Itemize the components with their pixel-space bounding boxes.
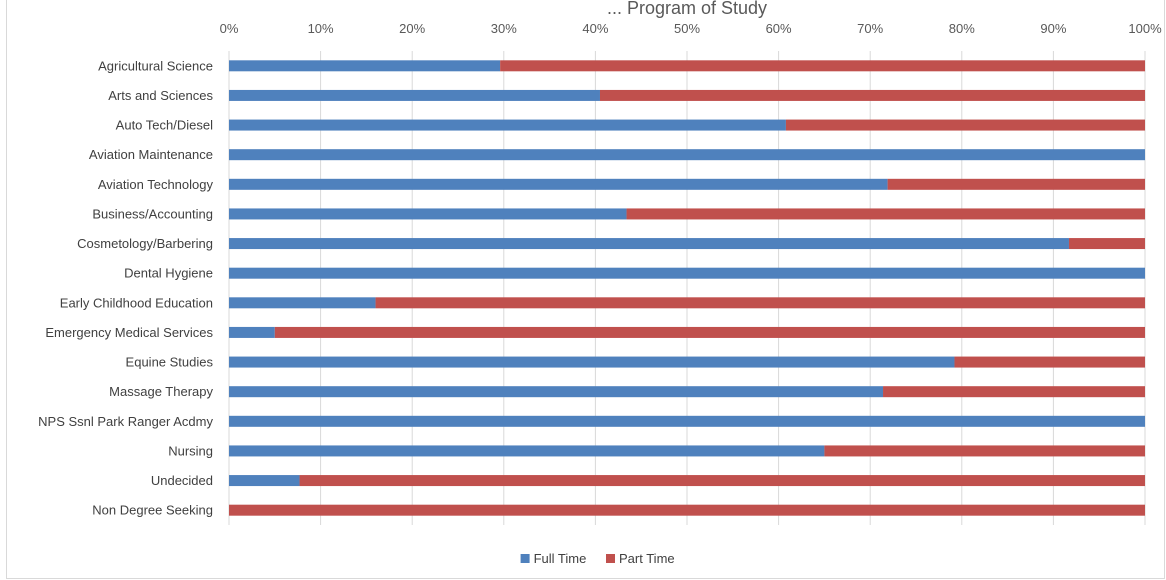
bar-part-time xyxy=(785,119,1145,131)
bar-part-time xyxy=(1068,238,1145,250)
bar-part-time xyxy=(824,445,1145,457)
bar-part-time xyxy=(500,60,1145,72)
legend-swatch xyxy=(520,554,530,563)
x-tick-label: 70% xyxy=(857,21,883,36)
bar-part-time xyxy=(274,326,1145,338)
bar-part-time xyxy=(883,386,1145,398)
bar-full-time xyxy=(229,208,627,220)
bar-full-time xyxy=(229,475,300,487)
category-label: Auto Tech/Diesel xyxy=(116,118,213,133)
bar-full-time xyxy=(229,415,1145,427)
bar-full-time xyxy=(229,267,1145,279)
category-label: Nursing xyxy=(168,443,213,458)
category-label: Agricultural Science xyxy=(98,58,213,73)
bar-part-time xyxy=(599,89,1145,101)
category-label: NPS Ssnl Park Ranger Acdmy xyxy=(38,414,213,429)
x-axis-ticks: 0% 10% 20% 30% 40% 50% 60% 70% 80% 90% 100% xyxy=(220,21,1162,36)
bar-full-time xyxy=(229,89,600,101)
category-label: Cosmetology/Barbering xyxy=(77,236,213,251)
bar-full-time xyxy=(229,297,376,309)
x-tick-label: 60% xyxy=(766,21,792,36)
bar-part-time xyxy=(299,475,1146,487)
bar-part-time xyxy=(229,504,1145,516)
bar-full-time xyxy=(229,149,1145,161)
category-label: Dental Hygiene xyxy=(124,266,213,281)
bar-full-time xyxy=(229,386,884,398)
legend-swatch xyxy=(606,554,615,563)
legend-label: Full Time xyxy=(534,551,587,566)
x-tick-label: 90% xyxy=(1040,21,1066,36)
category-label: Business/Accounting xyxy=(92,206,213,221)
bar-part-time xyxy=(375,297,1145,309)
x-tick-label: 0% xyxy=(220,21,239,36)
category-label: Arts and Sciences xyxy=(108,88,213,103)
x-tick-label: 100% xyxy=(1128,21,1162,36)
bar-full-time xyxy=(229,119,786,131)
x-tick-label: 30% xyxy=(491,21,517,36)
bar-full-time xyxy=(229,356,955,368)
category-label: Non Degree Seeking xyxy=(92,503,213,518)
category-label: Aviation Technology xyxy=(98,177,214,192)
bar-part-time xyxy=(626,208,1145,220)
bar-full-time xyxy=(229,445,825,457)
legend-item: Full Time xyxy=(520,551,587,566)
category-label: Aviation Maintenance xyxy=(89,147,213,162)
legend-item: Part Time xyxy=(606,551,675,566)
category-label: Massage Therapy xyxy=(109,384,213,399)
category-label: Equine Studies xyxy=(126,355,214,370)
bar-part-time xyxy=(887,178,1145,190)
bar-full-time xyxy=(229,60,501,72)
category-label: Undecided xyxy=(151,473,213,488)
bar-full-time xyxy=(229,238,1069,250)
category-labels: Agricultural Science Arts and Sciences Aut… xyxy=(38,58,213,517)
chart-title: ... Program of Study xyxy=(607,0,767,18)
category-label: Emergency Medical Services xyxy=(45,325,213,340)
x-tick-label: 40% xyxy=(582,21,608,36)
x-tick-label: 80% xyxy=(949,21,975,36)
bar-full-time xyxy=(229,178,888,190)
bars xyxy=(229,60,1146,516)
legend-label: Part Time xyxy=(619,551,675,566)
x-tick-label: 20% xyxy=(399,21,425,36)
bar-part-time xyxy=(954,356,1145,368)
x-tick-label: 10% xyxy=(308,21,334,36)
legend: Full Time Part Time xyxy=(520,551,675,566)
category-label: Early Childhood Education xyxy=(60,295,213,310)
x-tick-label: 50% xyxy=(674,21,700,36)
bar-full-time xyxy=(229,326,275,338)
